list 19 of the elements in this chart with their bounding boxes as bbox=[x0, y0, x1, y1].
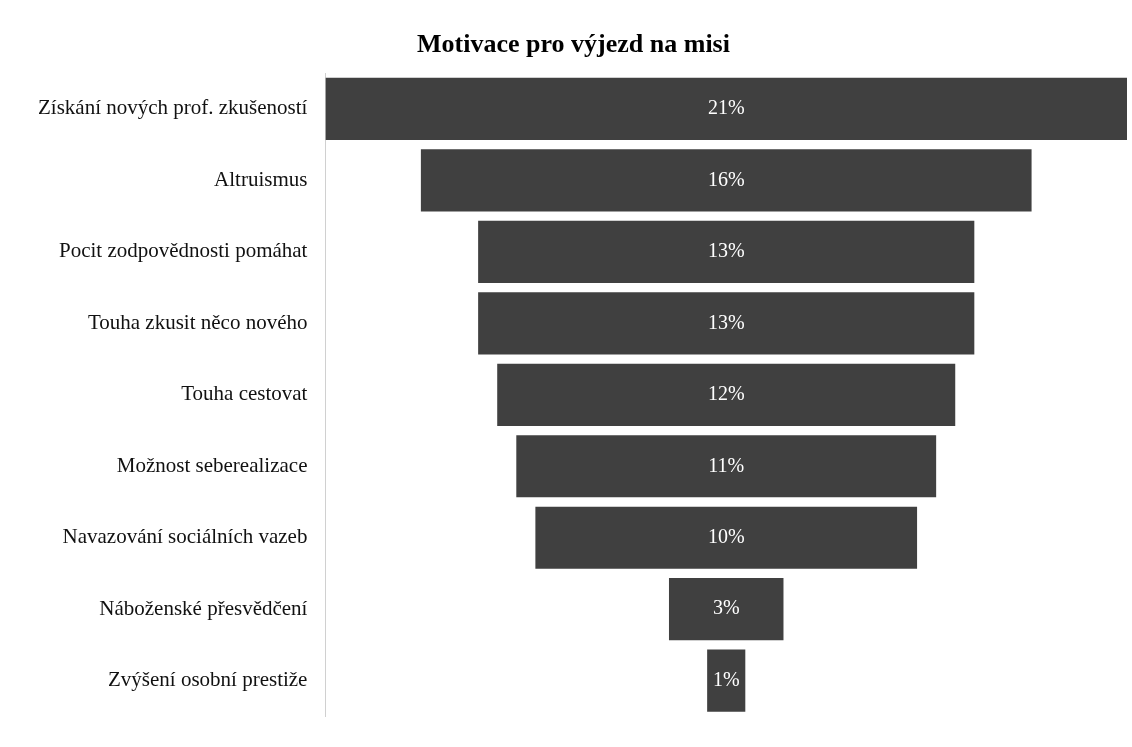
category-label: Pocit zodpovědnosti pomáhat bbox=[58, 238, 308, 263]
category-label: Altruismus bbox=[214, 166, 308, 191]
data-label: 21% bbox=[707, 96, 745, 119]
category-label: Zvýšení osobní prestiže bbox=[107, 667, 308, 692]
data-label: 10% bbox=[707, 524, 745, 547]
category-label: Touha zkusit něco nového bbox=[87, 309, 308, 334]
data-label: 16% bbox=[707, 167, 745, 190]
data-label: 11% bbox=[708, 453, 745, 476]
category-label: Navazování sociálních vazeb bbox=[62, 524, 308, 549]
category-label: Touha cestovat bbox=[181, 381, 308, 406]
data-label: 13% bbox=[707, 310, 745, 333]
text: Motivace pro výjezd na misi bbox=[417, 29, 730, 59]
data-label: 1% bbox=[712, 667, 740, 690]
data-label: 13% bbox=[707, 239, 745, 262]
category-label: Náboženské přesvědčení bbox=[99, 595, 308, 620]
data-label: 3% bbox=[712, 596, 740, 619]
category-label: Možnost seberealizace bbox=[116, 452, 308, 477]
category-label: Získání nových prof. zkušeností bbox=[38, 95, 308, 120]
data-label: 12% bbox=[707, 382, 745, 405]
